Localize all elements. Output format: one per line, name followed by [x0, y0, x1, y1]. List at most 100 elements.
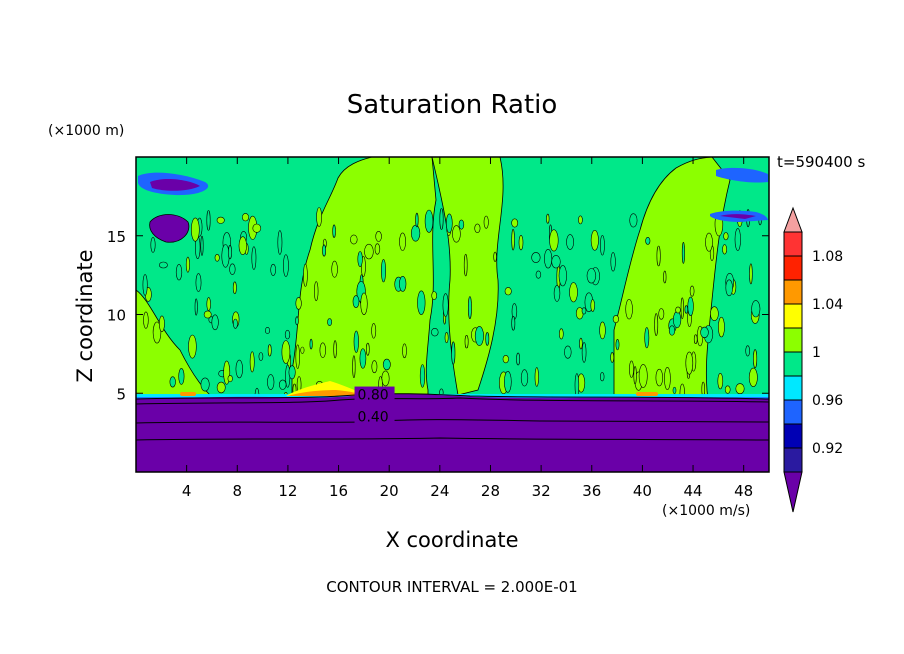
- colorbar-box: [783, 423, 803, 449]
- moist-cell: [485, 332, 490, 346]
- moist-cell: [365, 342, 370, 356]
- moist-cell: [206, 210, 211, 231]
- moist-cell: [734, 228, 741, 251]
- moist-cell: [558, 328, 564, 340]
- x-tick-label: 12: [278, 482, 297, 500]
- moist-cell: [288, 365, 296, 380]
- colorbar-tick-label: 1.04: [812, 297, 843, 313]
- moist-column: [136, 289, 211, 399]
- moist-cell: [511, 218, 519, 228]
- moist-cell: [322, 244, 327, 257]
- dry-patch: [720, 214, 756, 219]
- contour-line: [136, 419, 769, 424]
- moist-cell: [178, 368, 185, 385]
- colorbar-box: [783, 231, 803, 257]
- x-tick-label: 44: [683, 482, 702, 500]
- moist-cell: [415, 212, 419, 228]
- moist-cell: [238, 236, 247, 255]
- moist-cell: [710, 306, 719, 322]
- moist-cell: [578, 215, 583, 225]
- contour-field: 0.80 0.40: [136, 157, 769, 472]
- moist-cell: [303, 263, 308, 287]
- moist-cell: [194, 298, 198, 316]
- moist-cell: [333, 340, 337, 359]
- moist-cell: [381, 370, 390, 387]
- dry-patch: [149, 214, 190, 243]
- colorbar-under-arrow: [783, 471, 803, 513]
- y-axis-title: Z coordinate: [73, 249, 97, 382]
- moist-cell: [314, 281, 319, 302]
- moist-cell: [284, 329, 291, 340]
- moist-cell: [371, 323, 377, 339]
- moist-cell: [451, 341, 456, 365]
- moist-cell: [705, 232, 713, 252]
- moist-cell: [717, 373, 724, 390]
- moist-cell: [615, 339, 620, 351]
- dry-lower-layer: [136, 393, 769, 472]
- moist-cell: [331, 260, 338, 278]
- moist-cell: [558, 265, 567, 287]
- moist-cell: [564, 345, 572, 359]
- moist-cell: [229, 263, 236, 275]
- moist-cell: [214, 253, 220, 262]
- moist-cell: [360, 292, 368, 315]
- moist-cell: [216, 216, 225, 224]
- moist-cell: [364, 243, 374, 260]
- moist-cell: [535, 270, 542, 279]
- moist-cell: [464, 335, 469, 349]
- moist-cell: [629, 213, 638, 228]
- moist-cell: [439, 208, 444, 230]
- moist-cell: [332, 224, 336, 238]
- moist-cell: [725, 279, 733, 297]
- moist-cell: [566, 234, 574, 250]
- contour-line: [136, 397, 769, 405]
- x-tick-label: 24: [430, 482, 449, 500]
- moist-cell: [431, 291, 438, 300]
- moist-cell: [357, 251, 363, 267]
- moist-cell: [546, 213, 550, 224]
- moist-cell: [295, 316, 299, 326]
- moist-cell: [503, 370, 512, 393]
- colorbar-tick-label: 0.96: [812, 393, 843, 409]
- contour-line: [136, 437, 769, 441]
- x-tick-label: 40: [633, 482, 652, 500]
- colorbar-over-arrow: [783, 206, 803, 233]
- moist-cell: [295, 344, 300, 369]
- y-axis: 5 10 15: [107, 228, 769, 403]
- moist-cell: [581, 307, 587, 315]
- moist-cell: [417, 290, 426, 315]
- colorbar-tick-label: 0.92: [812, 441, 843, 457]
- moist-cell: [221, 244, 230, 268]
- moist-cell: [544, 249, 553, 269]
- moist-cell: [359, 348, 367, 369]
- moist-cell: [610, 252, 616, 272]
- moist-cell: [228, 245, 232, 260]
- moist-cell: [700, 326, 709, 339]
- moist-cell: [158, 261, 168, 269]
- colorbar-box: [783, 279, 803, 305]
- moist-cell: [242, 213, 250, 222]
- moist-cell: [203, 310, 212, 319]
- supersaturated-spot: [288, 390, 366, 396]
- moist-cell: [518, 235, 524, 251]
- moist-cell: [629, 360, 634, 378]
- supersaturated-spot: [636, 392, 658, 396]
- moist-cell: [625, 299, 633, 320]
- moist-cell: [551, 255, 561, 269]
- moist-cell: [232, 318, 238, 329]
- moist-cell: [553, 285, 561, 302]
- colorbar-box: [783, 255, 803, 281]
- x-tick-label: 8: [233, 482, 243, 500]
- moist-cell: [442, 293, 449, 317]
- colorbar-box: [783, 351, 803, 377]
- moist-cell: [474, 326, 484, 346]
- contour-interval-note: CONTOUR INTERVAL = 2.000E-01: [326, 578, 577, 596]
- moist-cell: [655, 368, 663, 387]
- moist-cell: [511, 229, 515, 251]
- moist-cell: [251, 246, 257, 270]
- moist-cell: [687, 296, 694, 317]
- moist-cell: [735, 383, 745, 395]
- moist-cell: [633, 366, 637, 385]
- moist-cell: [600, 235, 605, 256]
- moist-cell: [216, 381, 226, 394]
